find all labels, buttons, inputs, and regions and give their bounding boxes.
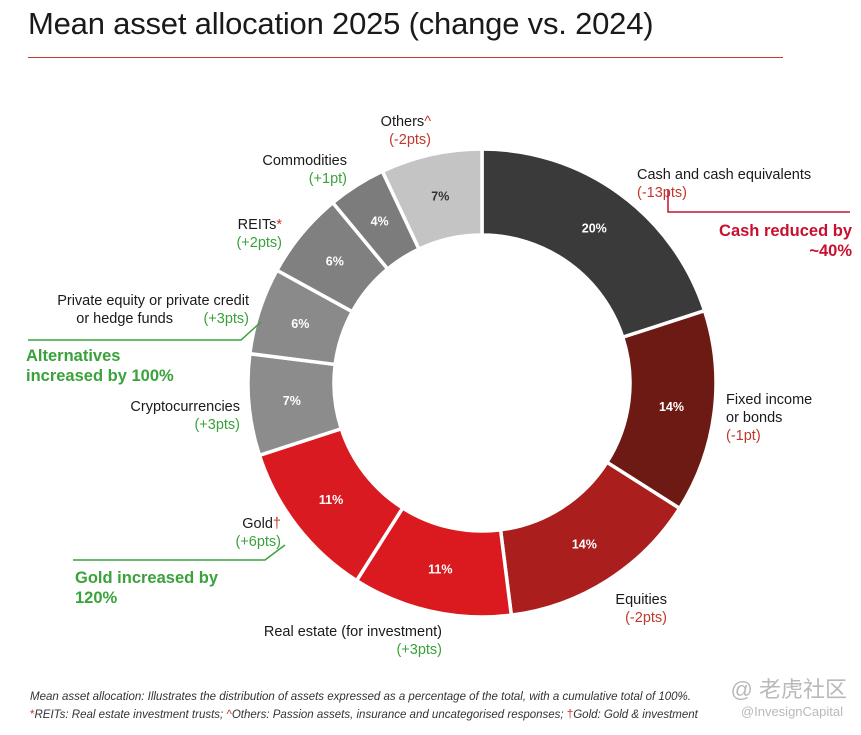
slice-label-cryptocurrencies: Cryptocurrencies [130,399,240,415]
callout-cash-line-2: ~40% [809,242,852,260]
slice-label-cash-and-cash-equivalents: Cash and cash equivalents [637,167,811,183]
slice-value-real-estate-for-investment: 11% [428,562,452,576]
slice-label-others: Others^ [381,114,432,130]
slice-value-gold: 11% [319,493,343,507]
slice-label-equities: Equities [615,592,667,608]
watermark-logo: @ 老虎社区 [730,677,847,702]
footnote-definitions: *REITs: Real estate investment trusts; ^… [30,709,698,721]
slice-label-mark-reits: * [276,217,282,233]
slice-value-fixed-income-or-bonds: 14% [659,400,684,414]
slice-value-others: 7% [431,190,449,204]
title-divider [28,57,783,58]
slice-change-cryptocurrencies: (+3pts) [194,417,240,433]
slice-change-fixed-income-or-bonds: (-1pt) [726,428,761,444]
slice-change-equities: (-2pts) [625,610,667,626]
callout-gold-line-1: Gold increased by [75,569,219,587]
slice-change-private-equity-or-private-credit-or-hedge-funds: (+3pts) [203,311,249,327]
footnote-gold: Gold: Gold & investment [573,709,698,721]
footnote-mark-gold: † [566,709,574,721]
slice-change-others: (-2pts) [389,132,431,148]
slice-label-private-equity-or-private-credit-or-hedge-funds-line-2: or hedge funds [76,311,173,327]
slice-change-gold: (+6pts) [235,534,281,550]
slice-label-private-equity-or-private-credit-or-hedge-funds-line-1: Private equity or private credit [57,293,249,309]
footnote-mark-others: ^ [226,709,232,721]
slice-value-cash-and-cash-equivalents: 20% [582,221,607,235]
slice-value-private-equity-or-private-credit-or-hedge-funds: 6% [291,317,309,331]
slice-label-fixed-income-or-bonds-line-1: Fixed income [726,392,812,408]
slice-value-cryptocurrencies: 7% [283,394,301,408]
callout-cash-line-1: Cash reduced by [719,222,853,240]
callout-line-cash [667,190,850,213]
footnote-reits: REITs: Real estate investment trusts; [34,709,227,721]
slice-change-commodities: (+1pt) [309,171,347,187]
slice-value-equities: 14% [572,537,597,551]
slice-others [380,147,484,252]
callout-alternatives-line-2: increased by 100% [26,367,174,385]
slice-label-reits: REITs* [238,217,283,233]
slice-change-cash-and-cash-equivalents: (-13pts) [637,185,687,201]
callout-gold-line-2: 120% [75,589,118,607]
callout-line-alternatives [28,321,262,341]
slice-change-reits: (+2pts) [236,235,282,251]
callout-alternatives-line-1: Alternatives [26,347,120,365]
slice-label-commodities: Commodities [262,153,347,169]
footnote-others: Others: Passion assets, insurance and un… [231,709,567,721]
slice-label-fixed-income-or-bonds-line-2: or bonds [726,410,782,426]
slice-value-reits: 6% [326,254,344,268]
slice-label-mark-others: ^ [424,114,431,130]
slice-cash-and-cash-equivalents [480,147,707,340]
footnote-mean-allocation: Mean asset allocation: Illustrates the d… [30,691,691,703]
page-title: Mean asset allocation 2025 (change vs. 2… [28,6,654,41]
slice-label-real-estate-for-investment: Real estate (for investment) [264,624,442,640]
footnote-mark-reits: * [30,709,35,721]
slice-label-mark-gold: † [273,516,281,532]
watermark-handle: @InvesignCapital [740,704,843,719]
callout-line-gold [73,544,286,561]
slice-value-commodities: 4% [371,215,389,229]
slice-label-gold: Gold† [242,516,281,532]
slice-change-real-estate-for-investment: (+3pts) [396,642,442,658]
